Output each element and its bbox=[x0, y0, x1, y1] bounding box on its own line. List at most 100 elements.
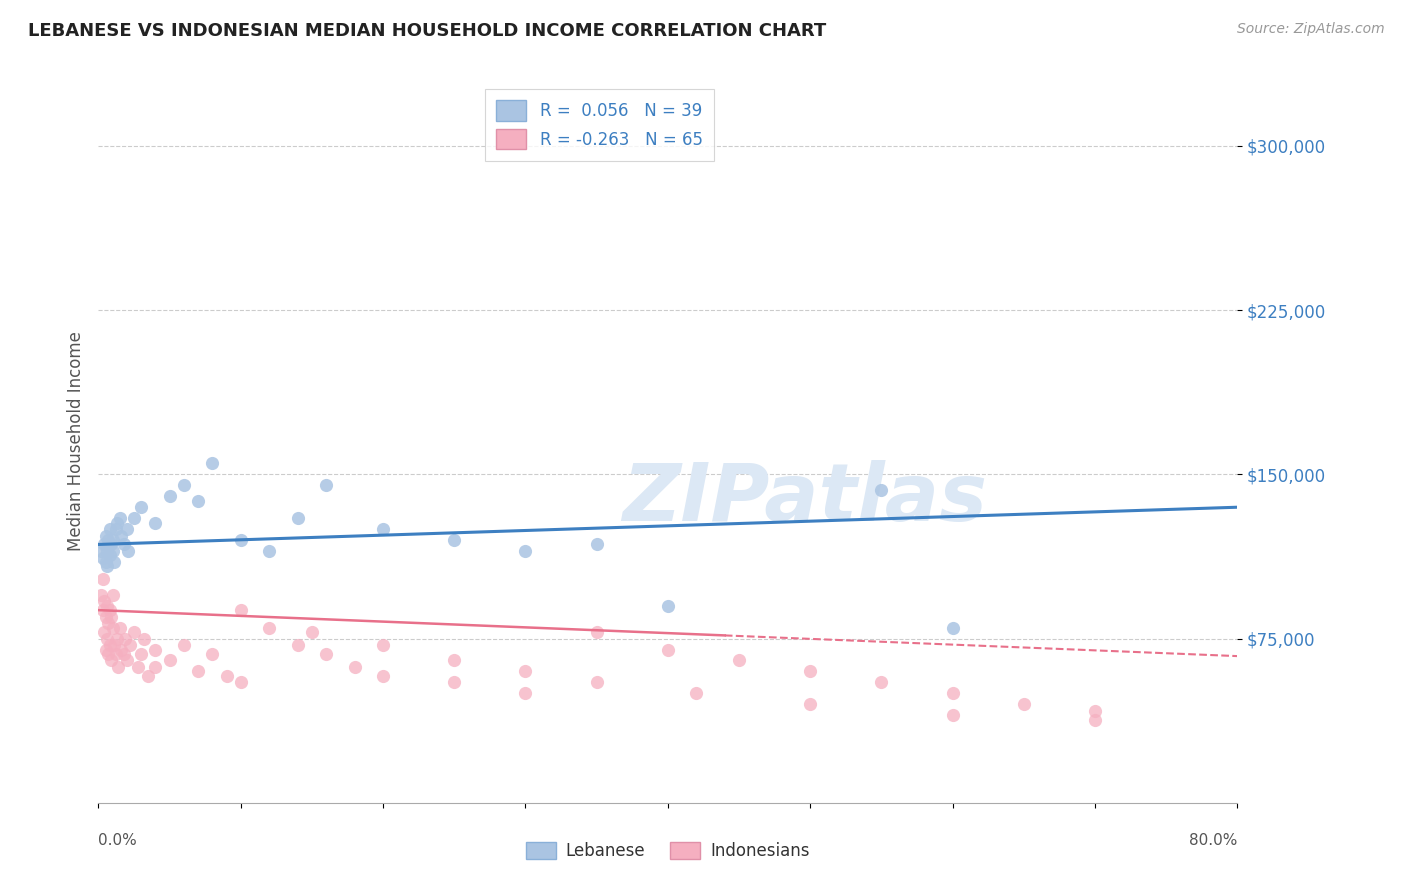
Point bbox=[115, 653, 138, 667]
Point bbox=[96, 559, 118, 574]
Point bbox=[443, 653, 465, 667]
Point bbox=[373, 638, 395, 652]
Point bbox=[112, 647, 135, 661]
Point bbox=[96, 632, 118, 646]
Point bbox=[1084, 704, 1107, 718]
Point bbox=[201, 457, 224, 471]
Point bbox=[100, 653, 122, 667]
Text: ZIPatlas: ZIPatlas bbox=[621, 460, 987, 539]
Point bbox=[108, 511, 131, 525]
Point bbox=[173, 478, 195, 492]
Point bbox=[657, 642, 679, 657]
Point bbox=[942, 708, 965, 723]
Point bbox=[187, 493, 209, 508]
Point bbox=[373, 522, 395, 536]
Y-axis label: Median Household Income: Median Household Income bbox=[66, 332, 84, 551]
Point bbox=[585, 537, 607, 551]
Point bbox=[129, 500, 152, 515]
Point bbox=[173, 638, 195, 652]
Point bbox=[159, 653, 181, 667]
Point bbox=[315, 647, 337, 661]
Point bbox=[110, 642, 132, 657]
Point bbox=[98, 549, 121, 563]
Point bbox=[145, 516, 167, 530]
Point bbox=[343, 660, 366, 674]
Legend: Lebanese, Indonesians: Lebanese, Indonesians bbox=[519, 835, 817, 867]
Point bbox=[515, 665, 537, 679]
Point bbox=[443, 675, 465, 690]
Point bbox=[103, 638, 125, 652]
Point bbox=[799, 698, 821, 712]
Point bbox=[259, 621, 281, 635]
Point bbox=[373, 669, 395, 683]
Point bbox=[100, 609, 122, 624]
Point bbox=[585, 675, 607, 690]
Point bbox=[108, 621, 131, 635]
Point bbox=[259, 544, 281, 558]
Point bbox=[94, 529, 117, 543]
Point bbox=[136, 669, 159, 683]
Point bbox=[287, 638, 309, 652]
Point bbox=[101, 544, 124, 558]
Point bbox=[91, 573, 114, 587]
Point bbox=[229, 603, 252, 617]
Point bbox=[122, 511, 145, 525]
Point bbox=[98, 638, 121, 652]
Point bbox=[201, 647, 224, 661]
Point bbox=[100, 537, 122, 551]
Point bbox=[145, 642, 167, 657]
Point bbox=[101, 533, 124, 547]
Point bbox=[942, 621, 965, 635]
Point bbox=[91, 603, 114, 617]
Point bbox=[515, 686, 537, 700]
Point bbox=[229, 675, 252, 690]
Point bbox=[132, 632, 155, 646]
Point bbox=[96, 599, 118, 613]
Point bbox=[1012, 698, 1035, 712]
Text: LEBANESE VS INDONESIAN MEDIAN HOUSEHOLD INCOME CORRELATION CHART: LEBANESE VS INDONESIAN MEDIAN HOUSEHOLD … bbox=[28, 22, 827, 40]
Point bbox=[97, 647, 120, 661]
Point bbox=[129, 647, 152, 661]
Point bbox=[122, 625, 145, 640]
Point bbox=[115, 522, 138, 536]
Text: 0.0%: 0.0% bbox=[98, 833, 138, 848]
Point bbox=[90, 544, 112, 558]
Point bbox=[93, 537, 115, 551]
Point bbox=[94, 642, 117, 657]
Point bbox=[515, 544, 537, 558]
Point bbox=[97, 616, 120, 631]
Point bbox=[103, 555, 125, 569]
Point bbox=[91, 550, 114, 565]
Point bbox=[93, 625, 115, 640]
Point bbox=[98, 522, 121, 536]
Point bbox=[97, 533, 120, 547]
Point bbox=[94, 609, 117, 624]
Point bbox=[1084, 713, 1107, 727]
Point bbox=[443, 533, 465, 547]
Point bbox=[127, 660, 149, 674]
Point bbox=[870, 483, 893, 497]
Text: Source: ZipAtlas.com: Source: ZipAtlas.com bbox=[1237, 22, 1385, 37]
Point bbox=[287, 511, 309, 525]
Point bbox=[118, 638, 141, 652]
Point bbox=[315, 478, 337, 492]
Point bbox=[870, 675, 893, 690]
Point bbox=[112, 537, 135, 551]
Point bbox=[942, 686, 965, 700]
Point bbox=[159, 489, 181, 503]
Point bbox=[114, 632, 136, 646]
Point bbox=[93, 594, 115, 608]
Point bbox=[105, 516, 128, 530]
Point bbox=[301, 625, 323, 640]
Point bbox=[101, 588, 124, 602]
Point bbox=[229, 533, 252, 547]
Point bbox=[117, 544, 139, 558]
Point bbox=[104, 647, 127, 661]
Point bbox=[90, 588, 112, 602]
Point bbox=[107, 660, 129, 674]
Point bbox=[94, 555, 117, 569]
Point bbox=[799, 665, 821, 679]
Point bbox=[657, 599, 679, 613]
Point bbox=[105, 632, 128, 646]
Point bbox=[187, 665, 209, 679]
